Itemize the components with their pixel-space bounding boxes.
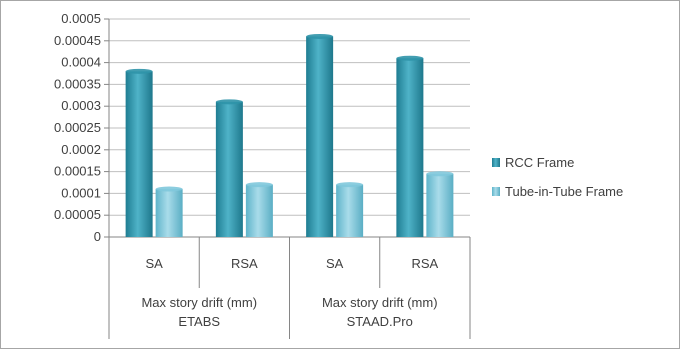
legend-label: RCC Frame — [505, 155, 574, 170]
bar-cap — [396, 55, 424, 61]
bar-rcc-frame-0 — [125, 71, 153, 237]
y-tick-label: 0.00035 — [54, 76, 101, 91]
y-tick-label: 0 — [94, 229, 101, 244]
bar-cap — [426, 171, 454, 177]
y-tick-label: 0.00045 — [54, 33, 101, 48]
category-labels: SA RSA SA RSA Max story drift (mm) ETABS Max s… — [141, 256, 438, 329]
x-group-label-line2: ETABS — [178, 314, 220, 329]
legend-swatch — [492, 187, 500, 196]
bar-cap — [125, 68, 153, 74]
bar-cap — [245, 182, 273, 188]
y-tick-labels: 0 0.00005 0.0001 0.00015 0.0002 0.00025 0.0003… — [54, 11, 101, 244]
bar-tube-in-tube-frame-2 — [336, 184, 364, 237]
x-group-label-line1: Max story drift (mm) — [141, 295, 257, 310]
y-tick-label: 0.0003 — [61, 98, 101, 113]
y-tick-label: 0.00025 — [54, 120, 101, 135]
x-group-label-line2: STAAD.Pro — [347, 314, 413, 329]
bars — [125, 33, 454, 237]
bar-rcc-frame-3 — [396, 58, 424, 237]
x-category-label: SA — [326, 256, 344, 271]
y-tick-label: 0.0002 — [61, 142, 101, 157]
y-tick-label: 0.0005 — [61, 11, 101, 26]
legend-label: Tube-in-Tube Frame — [505, 184, 623, 199]
bar-cap — [215, 99, 243, 105]
bar-cap — [336, 182, 364, 188]
legend: RCC Frame Tube-in-Tube Frame — [492, 155, 623, 199]
y-tick-label: 0.0001 — [61, 185, 101, 200]
y-tick-label: 0.0004 — [61, 55, 101, 70]
legend-swatch — [492, 158, 500, 167]
bar-rcc-frame-1 — [215, 101, 243, 237]
y-tick-label: 0.00005 — [54, 207, 101, 222]
x-group-label-line1: Max story drift (mm) — [322, 295, 438, 310]
x-category-label: RSA — [231, 256, 258, 271]
bar-rcc-frame-2 — [306, 36, 334, 237]
bar-tube-in-tube-frame-1 — [245, 184, 273, 237]
bar-cap — [155, 186, 183, 192]
bar-cap — [306, 33, 334, 39]
y-tick-label: 0.00015 — [54, 164, 101, 179]
x-category-label: RSA — [412, 256, 439, 271]
bar-tube-in-tube-frame-0 — [155, 189, 183, 237]
x-category-label: SA — [145, 256, 163, 271]
bar-tube-in-tube-frame-3 — [426, 173, 454, 237]
